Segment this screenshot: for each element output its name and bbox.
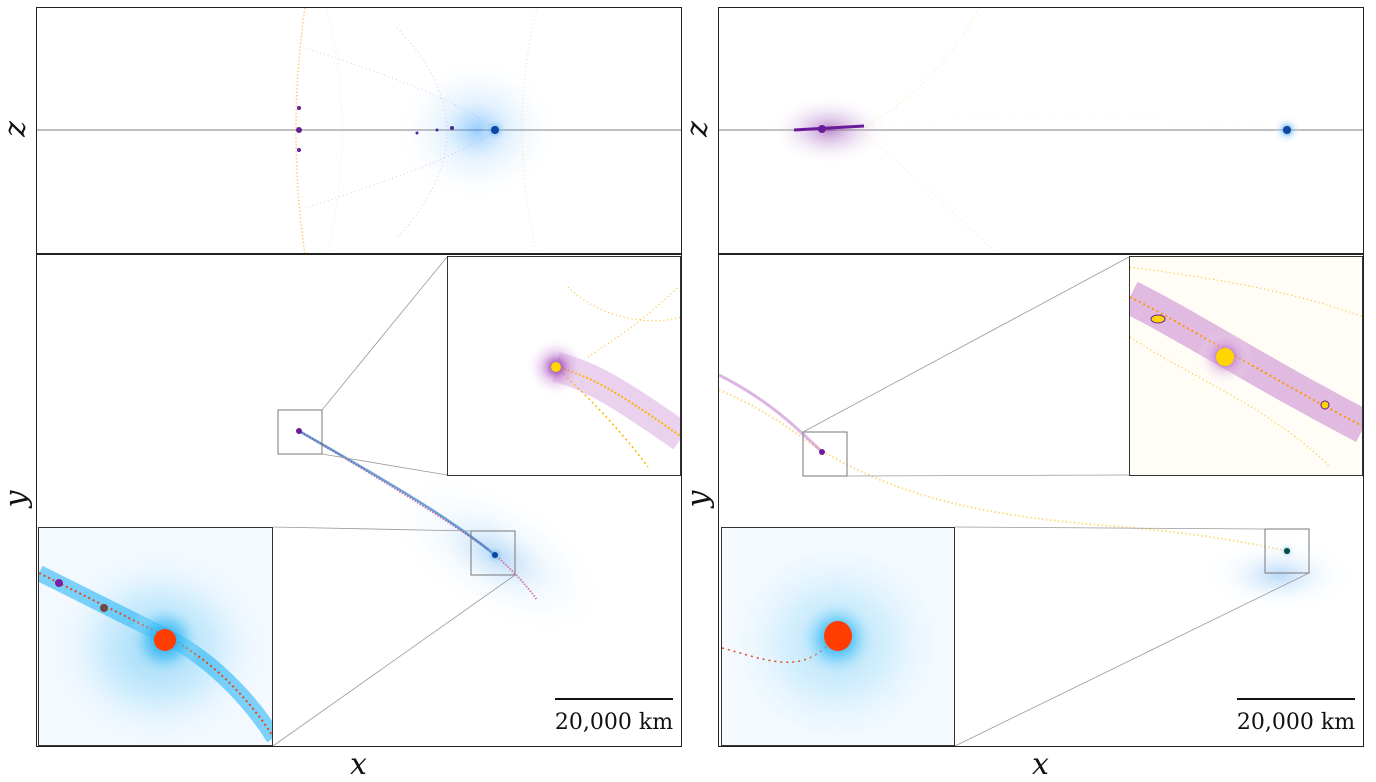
inset-left-bottom-image [39,528,272,745]
scale-bar-right [1237,698,1355,700]
y-axis-label-right: y [680,490,716,508]
left-xy-plot [272,256,606,746]
right-xy-plot [719,256,1359,746]
inset-right-top [1129,256,1363,476]
inset-right-bottom-image [722,528,954,745]
right-xy-panel: 20,000 km [718,254,1364,747]
inset-left-top-image [448,257,680,475]
zoom-box-bottom [1264,528,1310,574]
zoom-box-top [277,409,323,455]
scale-bar-left [555,698,673,700]
inset-left-top [447,256,681,476]
zoom-box-bottom [470,530,516,576]
inset-left-bottom [38,527,273,746]
left-xz-plot [37,8,681,253]
left-xy-panel: 20,000 km [36,254,682,747]
left-xz-panel [36,7,682,254]
right-xz-panel [718,7,1364,254]
inset-right-top-image [1130,257,1362,475]
x-axis-label-right: x [1032,747,1049,782]
x-axis-label-left: x [350,747,367,782]
y-axis-label-left: y [0,490,34,508]
scale-bar-label-left: 20,000 km [554,710,674,735]
z-axis-label-left: z [0,121,33,137]
z-axis-label-right: z [679,121,715,137]
scale-bar-label-right: 20,000 km [1236,710,1356,735]
zoom-box-top [802,431,848,477]
right-xz-plot [719,8,1363,253]
inset-right-bottom [721,527,955,746]
